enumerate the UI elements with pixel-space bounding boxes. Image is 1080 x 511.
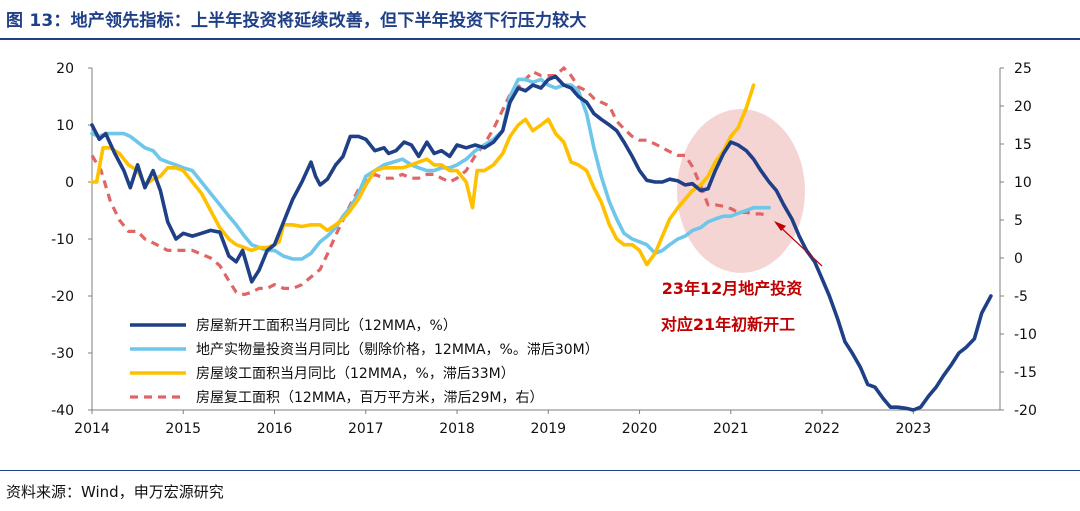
line-chart: 20100-10-20-30-402520151050-5-10-15-2020… (51, 61, 1037, 437)
x-tick-label: 2018 (439, 421, 475, 437)
x-tick-label: 2019 (530, 421, 566, 437)
annotation-layer: 23年12月地产投资 对应21年初新开工 (661, 221, 823, 334)
y-left-tick-label: 0 (65, 175, 74, 191)
source-note: 资料来源：Wind，申万宏源研究 (6, 483, 224, 501)
legend-label-investment: 地产实物量投资当月同比（剔除价格，12MMA，%。滞后30M） (196, 342, 599, 358)
figure-title: 图 13：地产领先指标：上半年投资将延续改善，但下半年投资下行压力较大 (6, 11, 587, 31)
y-right-tick-label: -10 (1014, 327, 1037, 343)
y-right-tick-label: 25 (1014, 61, 1032, 77)
x-tick-label: 2014 (74, 421, 110, 437)
annotation-line-2: 对应21年初新开工 (661, 315, 795, 334)
y-right-tick-label: 20 (1014, 99, 1032, 115)
x-tick-label: 2022 (804, 421, 840, 437)
y-left-tick-label: 10 (56, 118, 74, 134)
y-left-tick-label: -10 (51, 232, 74, 248)
annotation-arrow (775, 222, 823, 267)
series-line-new_starts (90, 74, 993, 412)
series-line-investment (90, 77, 771, 261)
y-right-tick-label: 10 (1014, 175, 1032, 191)
legend-label-resumption: 房屋复工面积（12MMA，百万平方米，滞后29M，右） (196, 389, 543, 406)
y-right-tick-label: -5 (1014, 289, 1028, 305)
series-line-completion (90, 83, 756, 267)
x-tick-label: 2017 (348, 421, 384, 437)
y-right-tick-label: 5 (1014, 213, 1023, 229)
legend-label-completion: 房屋竣工面积当月同比（12MMA，%，滞后33M） (196, 366, 515, 382)
title-divider (0, 38, 1080, 40)
highlight-ellipse (677, 109, 805, 273)
y-right-tick-label: 0 (1014, 251, 1023, 267)
y-right-tick-label: -20 (1014, 403, 1037, 419)
source-divider (0, 470, 1080, 471)
y-left-tick-label: -20 (51, 289, 74, 305)
legend-label-new_starts: 房屋新开工面积当月同比（12MMA，%） (196, 318, 457, 334)
y-left-tick-label: 20 (56, 61, 74, 77)
y-right-tick-label: 15 (1014, 137, 1032, 153)
x-tick-label: 2021 (713, 421, 749, 437)
x-tick-label: 2015 (165, 421, 201, 437)
x-tick-label: 2023 (895, 421, 931, 437)
legend: 房屋新开工面积当月同比（12MMA，%） 地产实物量投资当月同比（剔除价格，12M… (130, 318, 599, 406)
highlight-layer (677, 109, 805, 273)
annotation-line-1: 23年12月地产投资 (662, 279, 803, 298)
y-left-tick-label: -40 (51, 403, 74, 419)
x-tick-label: 2016 (257, 421, 293, 437)
y-right-tick-label: -15 (1014, 365, 1037, 381)
x-tick-label: 2020 (622, 421, 658, 437)
series-layer (90, 66, 993, 412)
y-left-tick-label: -30 (51, 346, 74, 362)
series-line-resumption (90, 66, 770, 297)
axes-layer: 20100-10-20-30-402520151050-5-10-15-2020… (51, 61, 1037, 437)
annotation-arrowhead (774, 221, 786, 231)
